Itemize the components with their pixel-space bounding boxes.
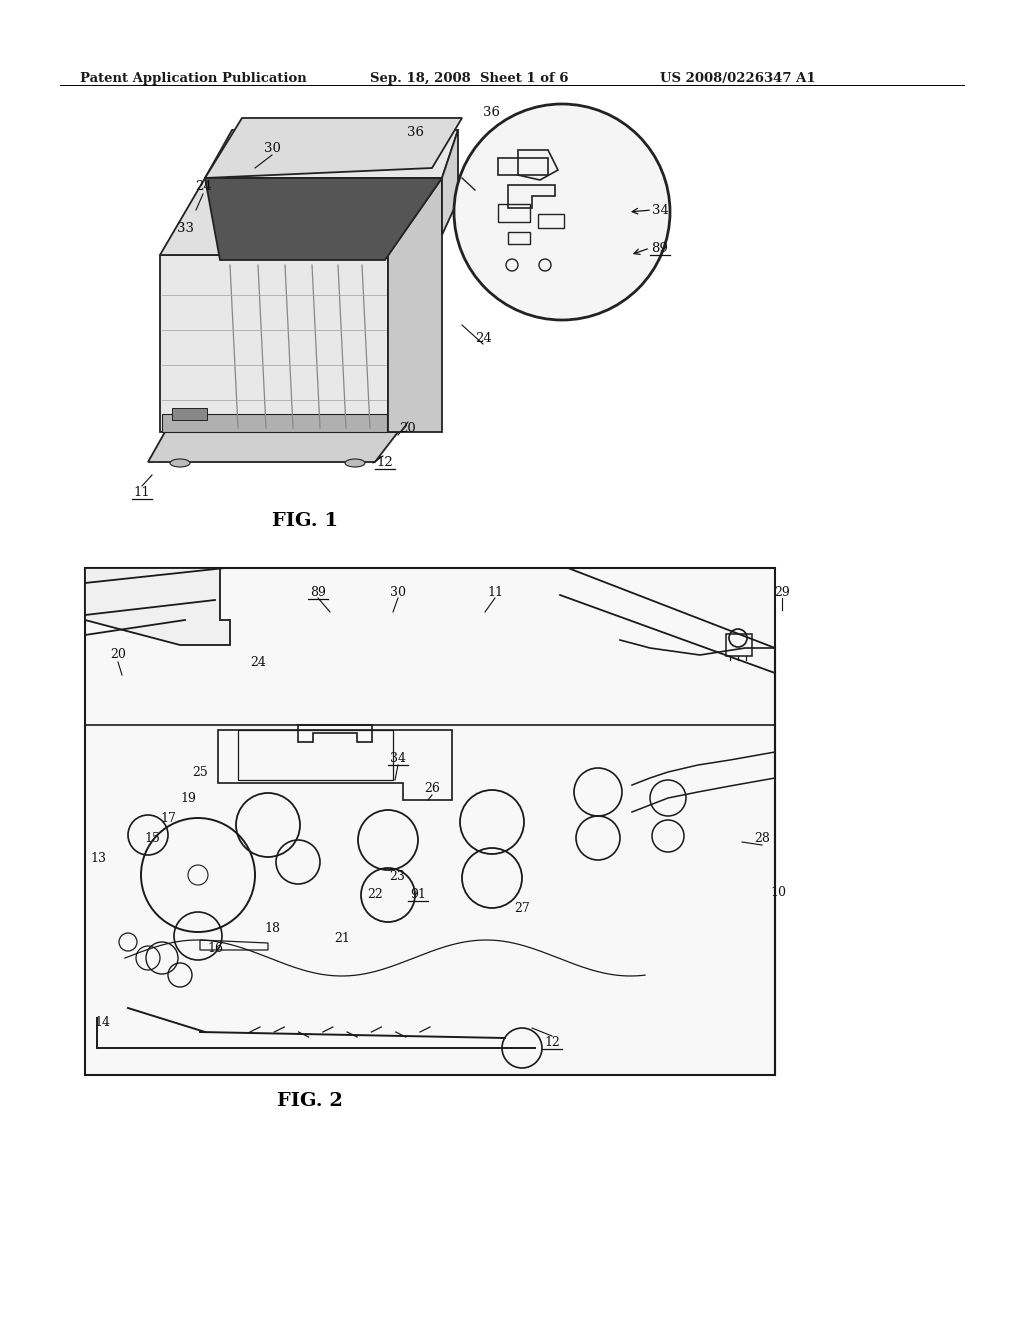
Text: 89: 89 [651, 242, 669, 255]
Text: 36: 36 [483, 106, 501, 119]
Text: 36: 36 [407, 125, 424, 139]
Text: US 2008/0226347 A1: US 2008/0226347 A1 [660, 73, 816, 84]
Polygon shape [85, 568, 230, 645]
Text: 23: 23 [389, 870, 404, 883]
Text: Patent Application Publication: Patent Application Publication [80, 73, 307, 84]
Text: 13: 13 [90, 851, 106, 865]
Bar [172, 408, 207, 420]
Text: 18: 18 [264, 921, 280, 935]
Text: 14: 14 [94, 1015, 110, 1028]
Text: 33: 33 [176, 222, 194, 235]
Text: FIG. 2: FIG. 2 [278, 1092, 343, 1110]
Text: Sep. 18, 2008  Sheet 1 of 6: Sep. 18, 2008 Sheet 1 of 6 [370, 73, 568, 84]
Text: 19: 19 [180, 792, 196, 804]
Text: 29: 29 [774, 586, 790, 598]
Circle shape [454, 104, 670, 319]
Bar [538, 214, 564, 228]
Text: 26: 26 [424, 781, 440, 795]
Text: 28: 28 [754, 832, 770, 845]
Text: 24: 24 [475, 331, 492, 345]
Polygon shape [148, 432, 398, 462]
Text: 20: 20 [110, 648, 126, 661]
Text: 30: 30 [263, 141, 281, 154]
Text: 30: 30 [390, 586, 406, 598]
Polygon shape [205, 117, 462, 178]
Text: FIG. 1: FIG. 1 [272, 512, 338, 531]
Text: 34: 34 [651, 203, 669, 216]
Bar [726, 634, 752, 656]
Text: 27: 27 [514, 902, 529, 915]
Text: 91: 91 [410, 887, 426, 900]
Bar [238, 730, 393, 780]
Text: 89: 89 [310, 586, 326, 598]
Polygon shape [205, 178, 442, 260]
Text: 11: 11 [133, 486, 151, 499]
Text: 10: 10 [770, 886, 786, 899]
Polygon shape [205, 129, 458, 178]
Polygon shape [442, 129, 458, 235]
Text: 34: 34 [390, 751, 406, 764]
Text: 15: 15 [144, 832, 160, 845]
Polygon shape [160, 255, 388, 432]
Text: 24: 24 [250, 656, 266, 668]
Text: 24: 24 [195, 181, 211, 194]
Text: 12: 12 [377, 455, 393, 469]
Text: 16: 16 [207, 941, 223, 954]
Bar [508, 232, 530, 244]
Ellipse shape [170, 459, 190, 467]
Text: 21: 21 [334, 932, 350, 945]
Bar [162, 414, 387, 432]
Text: 25: 25 [193, 766, 208, 779]
Text: 17: 17 [160, 812, 176, 825]
Polygon shape [388, 178, 442, 432]
Text: 22: 22 [368, 887, 383, 900]
Bar [498, 205, 530, 222]
Text: 12: 12 [544, 1035, 560, 1048]
Ellipse shape [345, 459, 365, 467]
Bar [85, 568, 775, 1074]
Text: 20: 20 [399, 421, 417, 434]
Polygon shape [160, 178, 442, 255]
Text: 11: 11 [487, 586, 503, 598]
